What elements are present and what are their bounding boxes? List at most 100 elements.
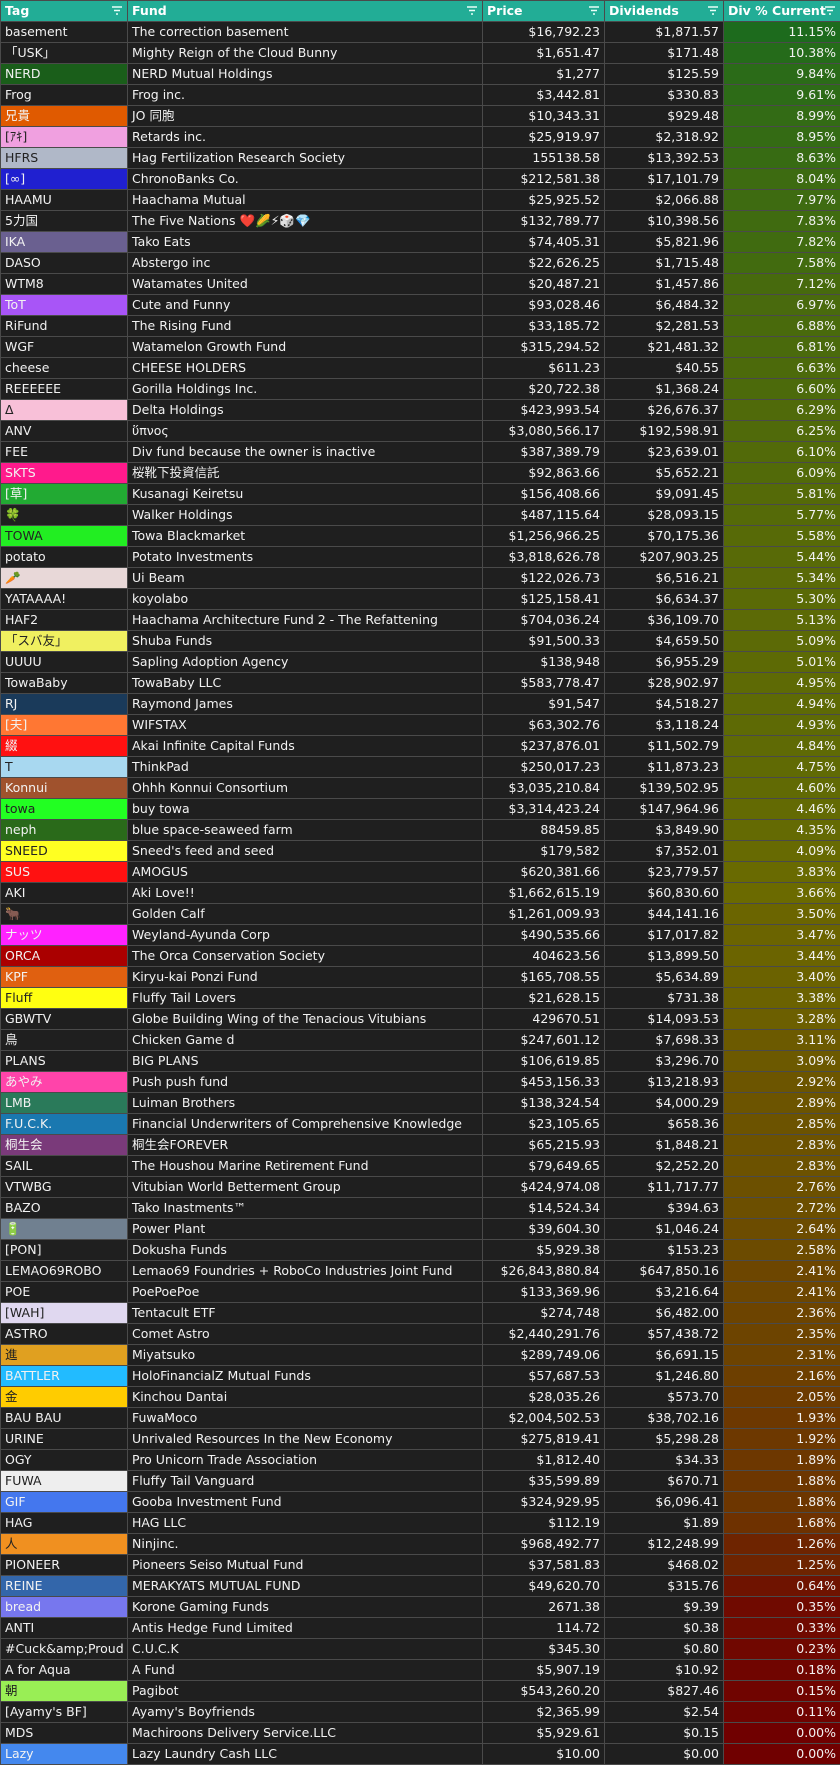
dividends-cell: $28,902.97 (604, 672, 724, 694)
tag-cell: 🥕 (0, 567, 128, 589)
dividends-cell: $23,639.01 (604, 441, 724, 463)
dividends-cell: $125.59 (604, 63, 724, 85)
fund-cell: Globe Building Wing of the Tenacious Vit… (127, 1008, 483, 1030)
div-percent-cell: 1.92% (723, 1428, 840, 1450)
fund-cell: Fluffy Tail Vanguard (127, 1470, 483, 1492)
div-percent-cell: 2.31% (723, 1344, 840, 1366)
fund-row: 🍀 Walker Holdings $487,115.64 $28,093.15 5.7… (0, 504, 840, 526)
dividends-cell: $1,871.57 (604, 21, 724, 43)
price-cell: $20,722.38 (482, 378, 605, 400)
tag-cell: NERD (0, 63, 128, 85)
tag-cell: MDS (0, 1722, 128, 1744)
dividends-cell: $26,676.37 (604, 399, 724, 421)
div-percent-cell: 3.38% (723, 987, 840, 1009)
fund-row: 鳥 Chicken Game d $247,601.12 $7,698.33 3.11% (0, 1029, 840, 1051)
price-cell: $63,302.76 (482, 714, 605, 736)
price-cell: $250,017.23 (482, 756, 605, 778)
filter-icon[interactable] (589, 6, 599, 16)
fund-row: UUUU Sapling Adoption Agency $138,948 $6,95… (0, 651, 840, 673)
fund-cell: Lemao69 Foundries + RoboCo Industries Jo… (127, 1260, 483, 1282)
fund-row: HFRS Hag Fertilization Research Society 15… (0, 147, 840, 169)
price-cell: $1,651.47 (482, 42, 605, 64)
dividends-cell: $330.83 (604, 84, 724, 106)
div-percent-cell: 3.66% (723, 882, 840, 904)
div-percent-cell: 3.47% (723, 924, 840, 946)
dividends-cell: $0.80 (604, 1638, 724, 1660)
fund-row: YATAAAA! koyolabo $125,158.41 $6,634.37 5.30… (0, 588, 840, 610)
header-label: Dividends (609, 3, 679, 18)
fund-cell: Ayamy's Boyfriends (127, 1701, 483, 1723)
price-cell: $79,649.65 (482, 1155, 605, 1177)
div-percent-cell: 11.15% (723, 21, 840, 43)
dividends-cell: $36,109.70 (604, 609, 724, 631)
fund-cell: Tako Eats (127, 231, 483, 253)
div-percent-cell: 0.35% (723, 1596, 840, 1618)
fund-cell: Raymond James (127, 693, 483, 715)
fund-cell: CHEESE HOLDERS (127, 357, 483, 379)
fund-cell: blue space-seaweed farm (127, 819, 483, 841)
price-cell: $49,620.70 (482, 1575, 605, 1597)
dividends-cell: $147,964.96 (604, 798, 724, 820)
dividends-cell: $2,281.53 (604, 315, 724, 337)
filter-icon[interactable] (825, 6, 835, 16)
fund-row: ANV ὕπνος $3,080,566.17 $192,598.91 6.25% (0, 420, 840, 442)
div-percent-cell: 4.84% (723, 735, 840, 757)
dividends-cell: $60,830.60 (604, 882, 724, 904)
price-cell: $25,925.52 (482, 189, 605, 211)
dividends-cell: $670.71 (604, 1470, 724, 1492)
div-percent-cell: 0.11% (723, 1701, 840, 1723)
price-cell: $3,080,566.17 (482, 420, 605, 442)
dividends-cell: $7,698.33 (604, 1029, 724, 1051)
price-cell: $274,748 (482, 1302, 605, 1324)
tag-cell: AKI (0, 882, 128, 904)
price-cell: $28,035.26 (482, 1386, 605, 1408)
div-percent-cell: 6.25% (723, 420, 840, 442)
dividends-cell: $5,298.28 (604, 1428, 724, 1450)
price-cell: $14,524.34 (482, 1197, 605, 1219)
fund-row: GIF Gooba Investment Fund $324,929.95 $6,09… (0, 1491, 840, 1513)
fund-row: FEE Div fund because the owner is inactiv… (0, 441, 840, 463)
tag-cell: SUS (0, 861, 128, 883)
fund-cell: Power Plant (127, 1218, 483, 1240)
fund-row: 🥕 Ui Beam $122,026.73 $6,516.21 5.34% (0, 567, 840, 589)
fund-cell: ὕπνος (127, 420, 483, 442)
fund-cell: Weyland-Ayunda Corp (127, 924, 483, 946)
tag-cell: [WAH] (0, 1302, 128, 1324)
dividends-cell: $1,046.24 (604, 1218, 724, 1240)
filter-icon[interactable] (467, 6, 477, 16)
dividends-cell: $0.00 (604, 1743, 724, 1765)
div-percent-cell: 2.72% (723, 1197, 840, 1219)
fund-row: あやみ Push push fund $453,156.33 $13,218.93 2.… (0, 1071, 840, 1093)
tag-cell: POE (0, 1281, 128, 1303)
price-cell: $106,619.85 (482, 1050, 605, 1072)
fund-cell: Delta Holdings (127, 399, 483, 421)
fund-row: FUWA Fluffy Tail Vanguard $35,599.89 $670.7… (0, 1470, 840, 1492)
div-percent-cell: 5.01% (723, 651, 840, 673)
dividends-cell: $1,848.21 (604, 1134, 724, 1156)
filter-icon[interactable] (708, 6, 718, 16)
fund-row: 「USK」 Mighty Reign of the Cloud Bunny $1,6… (0, 42, 840, 64)
tag-cell: Frog (0, 84, 128, 106)
div-percent-cell: 3.44% (723, 945, 840, 967)
price-cell: $212,581.38 (482, 168, 605, 190)
price-cell: $125,158.41 (482, 588, 605, 610)
fund-cell: MERAKYATS MUTUAL FUND (127, 1575, 483, 1597)
fund-row: SAIL The Houshou Marine Retirement Fund $7… (0, 1155, 840, 1177)
fund-row: 朝 Pagibot $543,260.20 $827.46 0.15% (0, 1680, 840, 1702)
filter-icon[interactable] (112, 6, 122, 16)
fund-row: [WAH] Tentacult ETF $274,748 $6,482.00 2.36% (0, 1302, 840, 1324)
header-label: Tag (5, 3, 30, 18)
fund-cell: Retards inc. (127, 126, 483, 148)
dividends-cell: $139,502.95 (604, 777, 724, 799)
dividends-cell: $6,484.32 (604, 294, 724, 316)
dividends-cell: $40.55 (604, 357, 724, 379)
fund-cell: Pro Unicorn Trade Association (127, 1449, 483, 1471)
price-cell: 2671.38 (482, 1596, 605, 1618)
price-cell: $1,261,009.93 (482, 903, 605, 925)
dividends-cell: $10,398.56 (604, 210, 724, 232)
dividends-cell: $13,392.53 (604, 147, 724, 169)
fund-cell: Walker Holdings (127, 504, 483, 526)
price-cell: $704,036.24 (482, 609, 605, 631)
dividends-cell: $6,634.37 (604, 588, 724, 610)
fund-cell: Mighty Reign of the Cloud Bunny (127, 42, 483, 64)
